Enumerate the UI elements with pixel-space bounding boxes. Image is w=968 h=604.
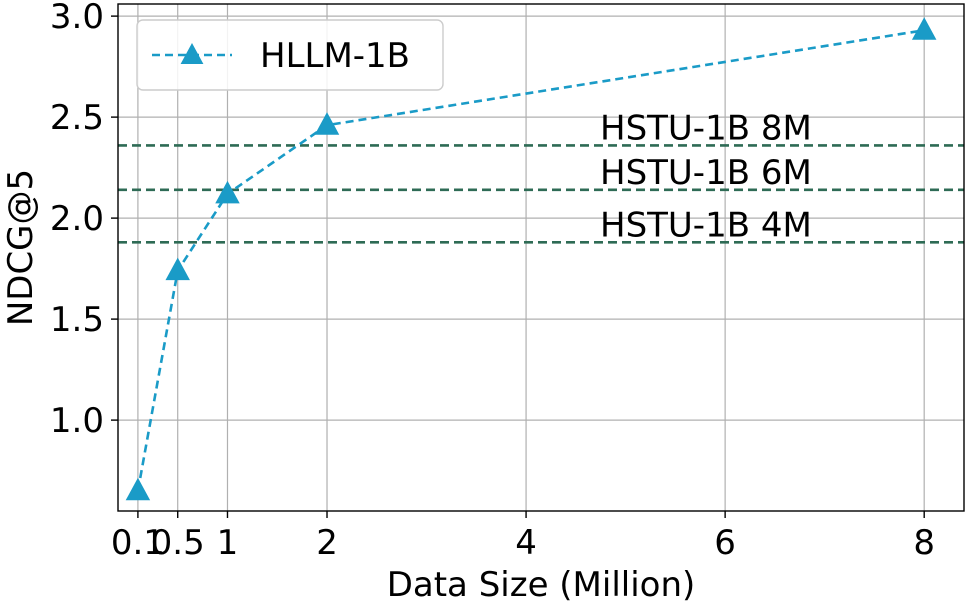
x-tick-label: 1 [217, 523, 239, 563]
reference-label-hstu-1b-4m: HSTU-1B 4M [600, 205, 812, 245]
data-point [314, 112, 340, 135]
data-point [215, 180, 240, 204]
legend: HLLM-1B [136, 19, 444, 91]
y-axis-title: NDCG@5 [1, 169, 41, 326]
y-tick-label: 1.0 [50, 401, 104, 441]
data-point [165, 257, 190, 281]
y-tick-label: 2.5 [50, 98, 104, 138]
series-group [125, 17, 937, 501]
x-tick-label: 4 [515, 523, 537, 563]
series-line-hllm-1b [136, 28, 925, 492]
x-axis-ticks: 0.10.5 1 2 4 6 8 [111, 511, 935, 563]
y-axis-ticks: 1.0 1.5 2.0 2.5 3.0 [50, 0, 118, 441]
plot-frame [117, 3, 965, 512]
y-tick-label: 3.0 [50, 0, 104, 37]
y-tick-label: 1.5 [50, 300, 104, 340]
x-tick-label: 6 [714, 523, 736, 563]
legend-label-hllm-1b: HLLM-1B [260, 36, 410, 76]
y-tick-label: 2.0 [50, 199, 104, 239]
legend-box [136, 19, 444, 91]
reference-lines [118, 144, 964, 244]
reference-label-hstu-1b-8m: HSTU-1B 8M [600, 108, 812, 148]
x-tick-label: 0.1 [111, 523, 165, 563]
data-point [911, 17, 937, 40]
legend-marker [180, 43, 204, 64]
x-axis-title: Data Size (Million) [387, 565, 696, 604]
reference-label-hstu-1b-6m: HSTU-1B 6M [600, 153, 812, 193]
reference-labels: HSTU-1B 8M HSTU-1B 6M HSTU-1B 4M [600, 108, 812, 245]
x-tick-label: 0.5 [151, 523, 205, 563]
x-tick-label: 2 [316, 523, 338, 563]
x-tick-label: 8 [913, 523, 935, 563]
data-point [125, 477, 151, 501]
